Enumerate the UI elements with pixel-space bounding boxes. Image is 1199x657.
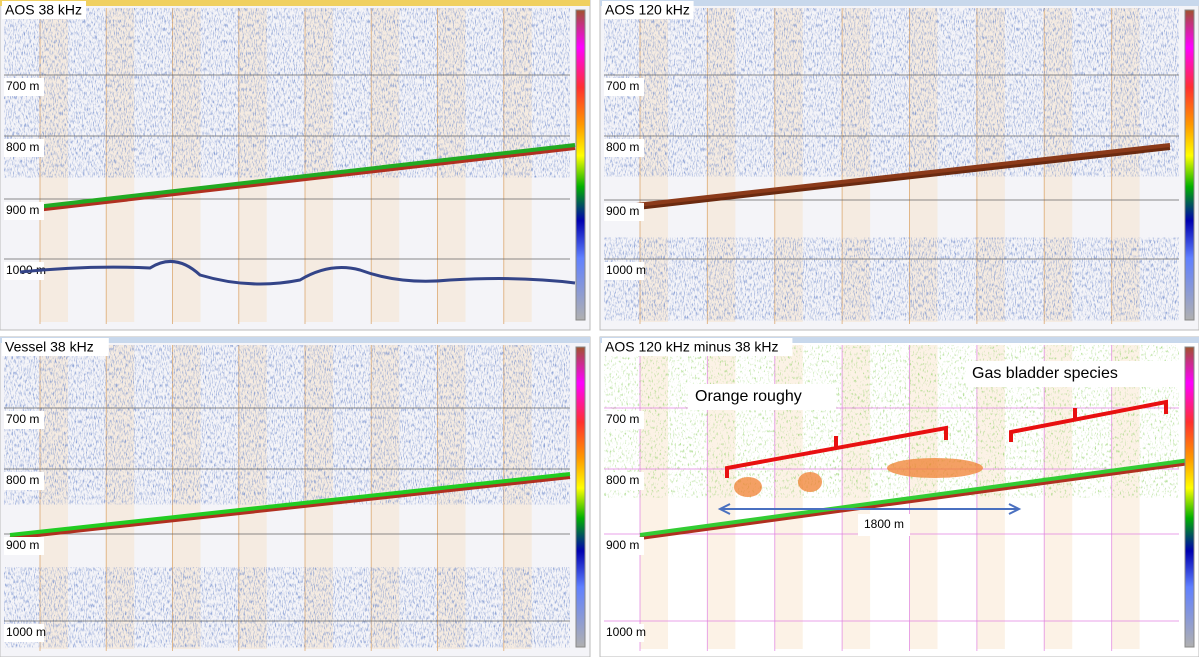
seabed	[9, 472, 571, 537]
depth-label: 700 m	[6, 79, 39, 93]
panel-title: AOS 38 kHz	[5, 2, 82, 18]
echo-texture	[604, 8, 1179, 177]
seabed	[609, 143, 1171, 210]
panel-header	[600, 337, 1199, 343]
annotation: Gas bladder species	[972, 365, 1118, 382]
depth-label: 800 m	[606, 473, 639, 487]
echo-texture	[4, 345, 570, 505]
depth-label: 700 m	[6, 412, 39, 426]
depth-label-bg	[4, 624, 44, 642]
depth-label: 1000 m	[6, 625, 46, 639]
bracket	[1009, 399, 1168, 442]
depth-label: 700 m	[606, 412, 639, 426]
depth-label-bg	[604, 537, 644, 555]
depth-label-bg	[4, 411, 44, 429]
echo-texture	[4, 8, 570, 178]
color-bar	[575, 346, 586, 648]
depth-label: 800 m	[606, 140, 639, 154]
depth-label-bg	[604, 139, 644, 157]
depth-label: 800 m	[6, 473, 39, 487]
depth-label-bg	[604, 203, 644, 221]
bracket	[725, 425, 948, 478]
depth-label: 900 m	[606, 538, 639, 552]
depth-label-bg	[4, 139, 44, 157]
depth-label-bg	[604, 624, 644, 642]
depth-label-bg	[604, 472, 644, 490]
panel-header	[0, 0, 590, 6]
school-mark	[798, 472, 822, 492]
annotation: 1800 m	[864, 517, 904, 531]
school-mark	[734, 477, 762, 497]
title-bg	[602, 1, 694, 19]
depth-label: 900 m	[6, 538, 39, 552]
seabed-lower	[639, 461, 1191, 540]
school-mark	[887, 458, 983, 478]
depth-label: 1000 m	[606, 263, 646, 277]
color-bar	[575, 9, 586, 321]
echogram-panel: Vessel 38 kHz 700 m 800 m 900 m 1000 m	[0, 336, 591, 657]
panel-header	[600, 0, 1199, 6]
annotation-bg	[688, 384, 836, 410]
depth-label: 900 m	[6, 203, 39, 217]
panel-title: AOS 120 kHz minus 38 kHz	[605, 339, 779, 355]
depth-label-bg	[4, 537, 44, 555]
distance-arrow	[717, 503, 1022, 515]
seabed-lower	[9, 146, 576, 215]
depth-label-bg	[4, 472, 44, 490]
depth-label: 700 m	[606, 79, 639, 93]
title-bg	[602, 338, 793, 356]
echo-texture-deep	[4, 567, 570, 648]
color-bar	[1184, 346, 1195, 648]
depth-label-bg	[4, 78, 44, 96]
depth-label-bg	[604, 262, 644, 280]
title-bg	[2, 338, 109, 356]
title-bg	[2, 1, 86, 19]
annotation-bg	[858, 514, 910, 536]
seabed	[9, 143, 576, 212]
depth-label-bg	[604, 78, 644, 96]
panel-title: Vessel 38 kHz	[5, 339, 94, 355]
depth-label: 800 m	[6, 140, 39, 154]
depth-label-bg	[4, 202, 44, 220]
echogram-panel: AOS 120 kHz 700 m 800 m 900 m 1000 m	[599, 0, 1199, 331]
seabed-lower	[9, 475, 571, 540]
echogram-panel: AOS 120 kHz minus 38 kHz 700 m 800 m 900 m 1…	[599, 336, 1199, 657]
panel-header	[0, 337, 590, 343]
annotation-bg	[966, 361, 1180, 387]
seabed-lower	[609, 146, 1171, 213]
depth-label: 900 m	[606, 204, 639, 218]
seabed	[639, 458, 1191, 537]
depth-label: 1000 m	[606, 625, 646, 639]
panel-title: AOS 120 kHz	[605, 2, 690, 18]
multiple-echo	[19, 259, 576, 286]
depth-label-bg	[604, 411, 644, 429]
color-bar	[1184, 9, 1195, 321]
echo-texture-deep	[604, 237, 1179, 321]
annotation: Orange roughy	[695, 388, 802, 405]
